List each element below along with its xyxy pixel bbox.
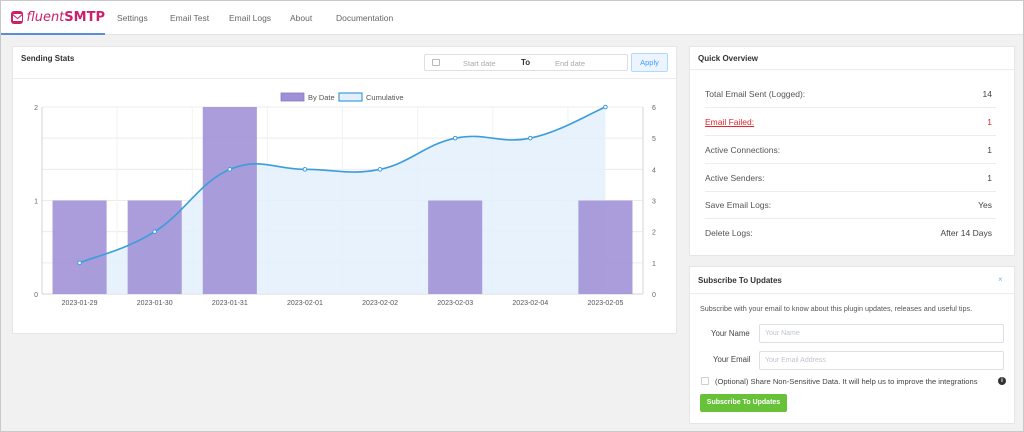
overview-value: 14 bbox=[982, 89, 992, 99]
overview-label: Delete Logs: bbox=[705, 228, 753, 238]
close-icon[interactable]: × bbox=[998, 275, 1003, 284]
overview-row-active-connections: Active Connections: 1 bbox=[705, 136, 996, 164]
sending-stats-panel: Sending Stats bbox=[12, 46, 677, 334]
subscribe-title: Subscribe To Updates bbox=[690, 267, 1014, 294]
email-label: Your Email bbox=[713, 355, 751, 364]
nav-about[interactable]: About bbox=[290, 13, 313, 23]
overview-row-email-failed[interactable]: Email Failed: 1 bbox=[705, 108, 996, 136]
email-failed-link[interactable]: Email Failed: bbox=[705, 117, 755, 127]
overview-label: Active Senders: bbox=[705, 173, 765, 183]
overview-value: After 14 Days bbox=[940, 228, 993, 238]
subscribe-button[interactable]: Subscribe To Updates bbox=[700, 394, 787, 412]
share-data-label[interactable]: (Optional) Share Non-Sensitive Data. It … bbox=[715, 377, 978, 386]
fluent-smtp-logo-icon bbox=[11, 10, 24, 24]
sending-stats-title: Sending Stats bbox=[13, 47, 676, 79]
overview-value: 1 bbox=[987, 145, 992, 155]
nav-email-logs[interactable]: Email Logs bbox=[229, 13, 272, 23]
overview-value: 1 bbox=[987, 117, 992, 127]
subscribe-description: Subscribe with your email to know about … bbox=[700, 304, 973, 313]
email-input[interactable]: Your Email Address bbox=[759, 351, 1004, 370]
brand-name-italic: fluent bbox=[26, 9, 65, 25]
brand-name-bold: SMTP bbox=[64, 9, 105, 25]
date-range-separator: To bbox=[521, 58, 531, 67]
overview-value: 1 bbox=[987, 173, 992, 183]
start-date-input[interactable]: Start date bbox=[463, 59, 496, 68]
info-icon[interactable]: i bbox=[998, 377, 1006, 385]
name-label: Your Name bbox=[711, 329, 750, 338]
overview-row-save-logs: Save Email Logs: Yes bbox=[705, 191, 996, 219]
overview-row-total-sent: Total Email Sent (Logged): 14 bbox=[705, 80, 996, 108]
quick-overview-panel: Quick Overview bbox=[689, 46, 1015, 256]
share-data-checkbox[interactable] bbox=[701, 377, 709, 385]
nav-settings[interactable]: Settings bbox=[117, 13, 148, 23]
name-input[interactable]: Your Name bbox=[759, 324, 1004, 343]
nav-email-test[interactable]: Email Test bbox=[170, 13, 210, 23]
end-date-input[interactable]: End date bbox=[555, 59, 586, 68]
overview-label: Active Connections: bbox=[705, 145, 781, 155]
date-range-picker[interactable]: Start date To End date bbox=[424, 54, 628, 71]
brand-logo-tab[interactable]: fluent SMTP bbox=[1, 1, 105, 35]
nav-documentation[interactable]: Documentation bbox=[336, 13, 394, 23]
top-nav: fluent SMTP Settings Email Test Email Log… bbox=[1, 1, 1023, 35]
overview-label: Total Email Sent (Logged): bbox=[705, 89, 806, 99]
calendar-icon bbox=[432, 59, 440, 66]
overview-row-delete-logs: Delete Logs: After 14 Days bbox=[705, 219, 996, 247]
apply-button[interactable]: Apply bbox=[631, 53, 668, 72]
overview-value: Yes bbox=[978, 200, 992, 210]
overview-row-active-senders: Active Senders: 1 bbox=[705, 164, 996, 192]
overview-label: Save Email Logs: bbox=[705, 200, 772, 210]
quick-overview-title: Quick Overview bbox=[690, 47, 1014, 70]
